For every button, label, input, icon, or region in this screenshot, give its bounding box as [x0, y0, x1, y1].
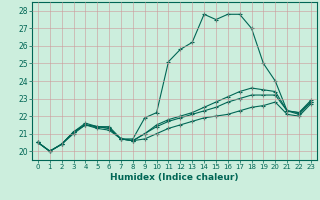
- X-axis label: Humidex (Indice chaleur): Humidex (Indice chaleur): [110, 173, 239, 182]
